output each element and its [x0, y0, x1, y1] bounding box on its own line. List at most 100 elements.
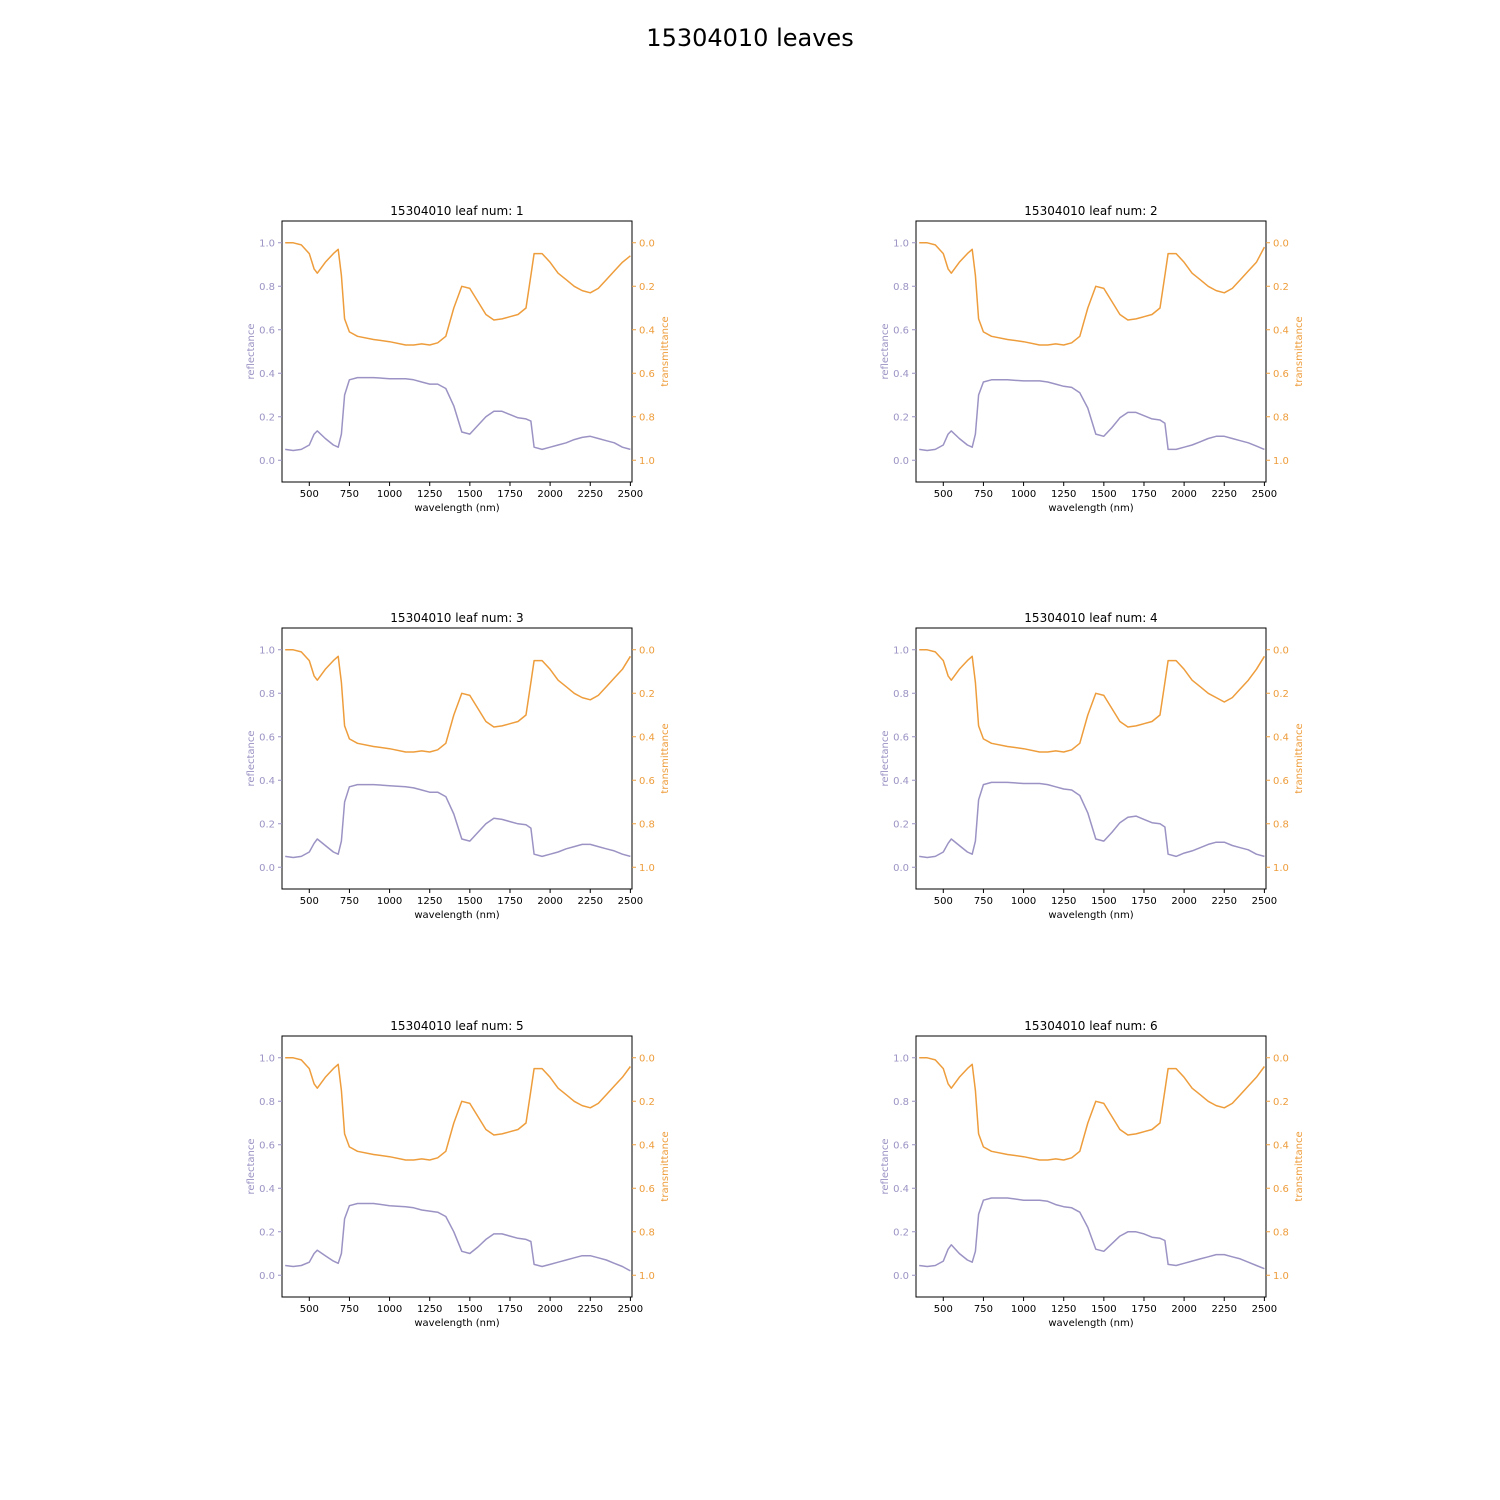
- x-tick-label: 1250: [417, 1304, 442, 1315]
- y-right-tick-label: 0.6: [1273, 1184, 1289, 1195]
- x-tick-label: 750: [974, 1304, 993, 1315]
- y-left-tick-label: 0.8: [259, 282, 275, 293]
- y-right-tick-label: 0.6: [639, 369, 655, 380]
- y-right-tick-label: 0.4: [639, 325, 655, 336]
- y-right-tick-label: 0.2: [1273, 282, 1289, 293]
- x-tick-label: 1250: [417, 489, 442, 500]
- plot-frame: [281, 1035, 633, 1298]
- x-tick-label: 1500: [1091, 1304, 1116, 1315]
- y-right-tick-label: 0.2: [639, 282, 655, 293]
- x-tick-label: 750: [340, 489, 359, 500]
- y-left-tick-label: 1.0: [893, 238, 909, 249]
- y-left-axis-label: reflectance: [880, 1138, 891, 1194]
- y-right-tick-label: 0.0: [1273, 645, 1289, 656]
- y-right-axis-label: transmittance: [660, 316, 671, 386]
- y-left-tick-label: 0.6: [259, 325, 275, 336]
- x-tick-label: 1250: [1051, 489, 1076, 500]
- y-right-tick-label: 0.6: [639, 776, 655, 787]
- y-left-tick-label: 0.6: [893, 732, 909, 743]
- y-left-tick-label: 0.6: [259, 732, 275, 743]
- transmittance-line: [285, 242, 631, 346]
- y-right-tick-label: 0.8: [1273, 1227, 1289, 1238]
- y-right-tick-label: 1.0: [1273, 456, 1289, 467]
- x-tick-label: 1000: [377, 1304, 402, 1315]
- x-tick-label: 500: [934, 489, 953, 500]
- transmittance-line: [919, 649, 1266, 753]
- y-left-axis-label: reflectance: [246, 1138, 257, 1194]
- transmittance-line: [285, 1057, 632, 1161]
- plot-frame: [915, 220, 1267, 483]
- x-axis-label: wavelength (nm): [1048, 910, 1133, 921]
- x-axis-label: wavelength (nm): [1048, 1318, 1133, 1329]
- x-tick-label: 2500: [618, 1304, 643, 1315]
- x-tick-label: 1000: [377, 489, 402, 500]
- subplot-2: 500 750 1000 1250 1500 1750 2000 2250 2500 0.0 0.2…: [880, 204, 1305, 514]
- y-left-tick-label: 0.2: [893, 1227, 909, 1238]
- x-tick-label: 2000: [1171, 489, 1196, 500]
- x-tick-label: 2500: [1252, 1304, 1277, 1315]
- y-left-tick-label: 0.0: [893, 456, 909, 467]
- y-right-tick-label: 0.0: [639, 645, 655, 656]
- y-right-tick-label: 0.4: [1273, 1140, 1289, 1151]
- x-tick-label: 1000: [1011, 489, 1036, 500]
- y-right-tick-label: 0.2: [1273, 1097, 1289, 1108]
- reflectance-line: [919, 781, 1265, 859]
- y-left-tick-label: 0.4: [893, 1184, 909, 1195]
- y-right-tick-label: 0.4: [639, 1140, 655, 1151]
- y-left-axis-label: reflectance: [880, 323, 891, 379]
- subplot-1: 500 750 1000 1250 1500 1750 2000 2250 2500 0.0 0.2…: [246, 204, 671, 514]
- y-right-tick-label: 0.8: [639, 412, 655, 423]
- y-left-axis-label: reflectance: [880, 730, 891, 786]
- x-tick-label: 1750: [1131, 1304, 1156, 1315]
- x-tick-label: 2250: [1212, 489, 1237, 500]
- y-left-tick-label: 0.0: [259, 1271, 275, 1282]
- y-left-tick-label: 0.2: [893, 819, 909, 830]
- y-left-tick-label: 0.4: [893, 776, 909, 787]
- y-left-tick-label: 1.0: [259, 645, 275, 656]
- transmittance-line: [919, 242, 1266, 346]
- y-right-tick-label: 1.0: [639, 1271, 655, 1282]
- y-right-tick-label: 0.8: [1273, 819, 1289, 830]
- y-left-tick-label: 0.8: [893, 282, 909, 293]
- x-tick-label: 2250: [1212, 1304, 1237, 1315]
- y-left-tick-label: 0.6: [893, 325, 909, 336]
- x-tick-label: 500: [934, 1304, 953, 1315]
- reflectance-line: [285, 376, 631, 452]
- y-right-tick-label: 0.8: [1273, 412, 1289, 423]
- y-left-tick-label: 0.8: [259, 689, 275, 700]
- x-tick-label: 1750: [1131, 489, 1156, 500]
- y-left-tick-label: 0.4: [893, 369, 909, 380]
- y-right-axis-label: transmittance: [1294, 316, 1305, 386]
- x-tick-label: 1500: [457, 1304, 482, 1315]
- plot-frame: [281, 220, 633, 483]
- y-left-tick-label: 0.4: [259, 369, 275, 380]
- y-left-tick-label: 1.0: [893, 645, 909, 656]
- subplot-title: 15304010 leaf num: 3: [390, 611, 523, 625]
- y-right-axis-label: transmittance: [660, 1131, 671, 1201]
- subplot-6: 500 750 1000 1250 1500 1750 2000 2250 2500 0.0 0.2…: [880, 1019, 1305, 1329]
- x-tick-label: 2250: [1212, 896, 1237, 907]
- x-tick-label: 750: [974, 489, 993, 500]
- x-tick-label: 750: [340, 896, 359, 907]
- x-tick-label: 1000: [377, 896, 402, 907]
- x-tick-label: 2250: [578, 1304, 603, 1315]
- y-right-tick-label: 0.6: [639, 1184, 655, 1195]
- x-tick-label: 750: [340, 1304, 359, 1315]
- x-tick-label: 2500: [618, 489, 643, 500]
- x-tick-label: 1250: [1051, 896, 1076, 907]
- figure-title: 15304010 leaves: [646, 24, 854, 52]
- y-left-tick-label: 0.2: [893, 412, 909, 423]
- y-right-tick-label: 0.0: [1273, 238, 1289, 249]
- y-right-tick-label: 0.2: [639, 689, 655, 700]
- y-right-tick-label: 0.6: [1273, 776, 1289, 787]
- x-tick-label: 2250: [578, 489, 603, 500]
- y-right-tick-label: 0.6: [1273, 369, 1289, 380]
- y-left-tick-label: 0.0: [893, 863, 909, 874]
- y-right-axis-label: transmittance: [1294, 1131, 1305, 1201]
- y-right-tick-label: 1.0: [639, 863, 655, 874]
- y-left-tick-label: 0.8: [893, 1097, 909, 1108]
- y-left-tick-label: 0.0: [893, 1271, 909, 1282]
- y-right-tick-label: 1.0: [1273, 863, 1289, 874]
- x-tick-label: 500: [300, 489, 319, 500]
- y-left-axis-label: reflectance: [246, 730, 257, 786]
